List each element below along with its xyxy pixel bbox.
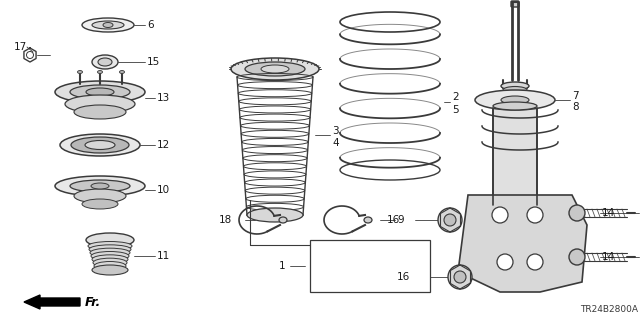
Ellipse shape	[93, 258, 127, 267]
Circle shape	[375, 261, 385, 271]
FancyBboxPatch shape	[511, 1, 519, 7]
Ellipse shape	[82, 199, 118, 209]
Ellipse shape	[55, 176, 145, 196]
Ellipse shape	[475, 90, 555, 110]
Circle shape	[348, 259, 362, 273]
Ellipse shape	[92, 21, 124, 29]
Ellipse shape	[74, 189, 126, 203]
Text: TR24B2800A: TR24B2800A	[580, 305, 638, 314]
Ellipse shape	[71, 137, 129, 153]
Circle shape	[438, 208, 462, 232]
Text: 12: 12	[157, 140, 170, 150]
Polygon shape	[458, 195, 587, 292]
Ellipse shape	[70, 180, 130, 192]
Ellipse shape	[493, 102, 537, 110]
Circle shape	[497, 254, 513, 270]
Ellipse shape	[92, 255, 128, 264]
Ellipse shape	[91, 183, 109, 189]
Circle shape	[454, 271, 466, 283]
Text: 14: 14	[602, 208, 615, 218]
Ellipse shape	[70, 85, 130, 99]
Ellipse shape	[88, 242, 132, 251]
Ellipse shape	[103, 22, 113, 28]
Ellipse shape	[74, 105, 126, 119]
Ellipse shape	[89, 245, 131, 254]
Text: 15: 15	[147, 57, 160, 67]
Text: 13: 13	[157, 93, 170, 103]
Circle shape	[342, 253, 368, 279]
Ellipse shape	[85, 140, 115, 149]
Ellipse shape	[86, 233, 134, 247]
Ellipse shape	[501, 96, 529, 104]
Ellipse shape	[92, 55, 118, 69]
Ellipse shape	[90, 248, 130, 257]
FancyBboxPatch shape	[493, 108, 537, 205]
Text: 18: 18	[219, 215, 232, 225]
Text: 11: 11	[157, 251, 170, 261]
Text: 10: 10	[157, 185, 170, 195]
Circle shape	[569, 205, 585, 221]
Ellipse shape	[92, 265, 128, 275]
Text: 3: 3	[332, 126, 339, 136]
Ellipse shape	[98, 58, 112, 66]
Ellipse shape	[245, 62, 305, 76]
Text: 16: 16	[387, 215, 400, 225]
Text: 8: 8	[572, 102, 579, 112]
Text: 17: 17	[14, 42, 28, 52]
Circle shape	[402, 258, 418, 274]
Ellipse shape	[364, 217, 372, 223]
Ellipse shape	[60, 134, 140, 156]
Text: 7: 7	[572, 91, 579, 101]
Ellipse shape	[503, 86, 527, 93]
Circle shape	[370, 256, 390, 276]
Circle shape	[569, 249, 585, 265]
Ellipse shape	[247, 208, 303, 222]
Ellipse shape	[97, 70, 102, 74]
Text: 14: 14	[602, 252, 615, 262]
Ellipse shape	[94, 261, 126, 270]
Text: 4: 4	[332, 138, 339, 148]
Ellipse shape	[91, 252, 129, 260]
Circle shape	[527, 207, 543, 223]
Ellipse shape	[501, 82, 529, 90]
Circle shape	[527, 254, 543, 270]
Circle shape	[444, 214, 456, 226]
Ellipse shape	[77, 70, 83, 74]
Circle shape	[492, 207, 508, 223]
Text: 5: 5	[452, 105, 459, 115]
Text: 2: 2	[452, 92, 459, 102]
Text: 6: 6	[147, 20, 154, 30]
Ellipse shape	[86, 88, 114, 96]
Ellipse shape	[231, 58, 319, 80]
Ellipse shape	[279, 217, 287, 223]
Ellipse shape	[82, 18, 134, 32]
FancyArrow shape	[24, 295, 80, 309]
Text: 16: 16	[397, 272, 410, 282]
Circle shape	[448, 265, 472, 289]
Ellipse shape	[261, 65, 289, 73]
Text: Fr.: Fr.	[85, 295, 101, 308]
Ellipse shape	[65, 95, 135, 113]
Ellipse shape	[120, 70, 125, 74]
FancyBboxPatch shape	[310, 240, 430, 292]
Text: 1: 1	[278, 261, 285, 271]
Text: 9: 9	[397, 215, 404, 225]
Ellipse shape	[55, 81, 145, 103]
